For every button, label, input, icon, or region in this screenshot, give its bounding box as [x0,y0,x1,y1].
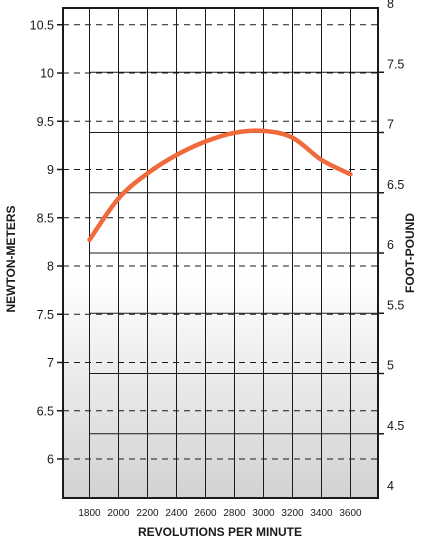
x-tick-label: 2600 [194,508,217,519]
y2-tick-label: 4 [387,479,394,493]
y2-tick-label: 5 [387,359,394,373]
x-tick-label: 2000 [107,508,130,519]
y-tick-label: 9.5 [37,115,54,129]
x-tick-label: 3200 [281,508,304,519]
y2-tick-label: 6 [387,238,394,252]
x-tick-label: 1800 [78,508,101,519]
y-axis-title: NEWTON-METERS [4,205,18,312]
x-tick-label: 2800 [223,508,246,519]
y2-tick-label: 5.5 [387,298,404,312]
y2-tick-label: 8 [387,0,394,11]
y-tick-label: 10.5 [30,18,54,32]
x-tick-label: 2400 [165,508,188,519]
y-tick-label: 6 [47,453,54,467]
x-tick-label: 3000 [252,508,275,519]
y2-axis-title: FOOT-POUND [403,213,417,293]
torque-curve [87,128,353,243]
y-tick-label: 9 [47,163,54,177]
y-tick-label: 8.5 [37,211,54,225]
y-tick-label: 7 [47,356,54,370]
x-axis-title: REVOLUTIONS PER MINUTE [138,525,302,539]
x-tick-label: 3400 [310,508,333,519]
y2-tick-label: 7 [387,118,394,132]
y-tick-label: 6.5 [37,404,54,418]
y2-tick-label: 7.5 [387,57,404,71]
x-tick-label: 3600 [339,508,362,519]
y-tick-label: 8 [47,260,54,274]
y2-tick-label: 6.5 [387,178,404,192]
x-tick-label: 2200 [136,508,159,519]
y-tick-label: 10 [40,67,54,81]
y2-tick-label: 4.5 [387,419,404,433]
y-tick-label: 7.5 [37,308,54,322]
